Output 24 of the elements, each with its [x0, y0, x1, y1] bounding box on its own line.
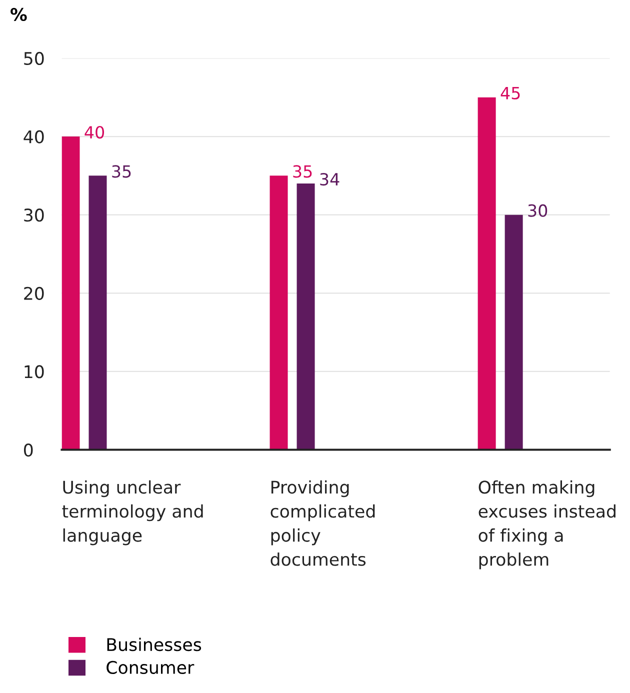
x-tick-label: Providing complicated policy documents — [270, 480, 375, 566]
y-tick-label: 30 — [24, 208, 44, 222]
x-tick-label: Using unclear terminology and language — [62, 480, 203, 546]
bar — [296, 184, 315, 450]
legend-label: Businesses — [107, 638, 202, 652]
data-label: 35 — [293, 165, 312, 178]
bar — [504, 214, 523, 450]
bar — [88, 176, 107, 450]
data-label: 35 — [112, 165, 131, 178]
y-tick-label: 50 — [24, 52, 44, 66]
x-tick-label: Often making excuses instead of fixing a problem — [478, 480, 616, 570]
data-label: 34 — [320, 172, 340, 186]
y-tick-label: 20 — [24, 286, 44, 300]
legend-label: Consumer — [106, 660, 194, 674]
data-label: 40 — [84, 126, 104, 139]
y-tick-label: 40 — [24, 130, 44, 144]
y-axis-title: % — [10, 8, 27, 22]
bar — [478, 97, 496, 450]
y-tick-label: 0 — [24, 443, 33, 457]
data-label: 30 — [528, 204, 548, 217]
data-label: 45 — [500, 87, 520, 100]
bar — [270, 176, 288, 450]
y-tick-label: 10 — [24, 365, 44, 378]
bar — [62, 136, 80, 450]
